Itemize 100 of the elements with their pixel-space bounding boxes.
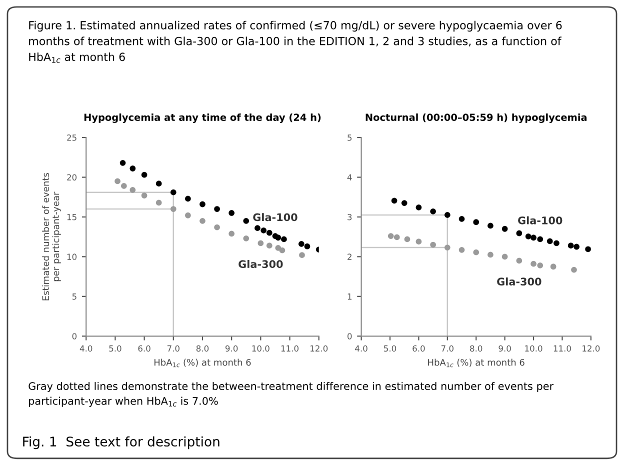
- point: [502, 226, 508, 232]
- point: [228, 210, 235, 216]
- point: [214, 206, 220, 212]
- point: [141, 172, 148, 178]
- point: [391, 198, 398, 204]
- y-tick-label: 5: [72, 294, 76, 300]
- x-tick-label: 11.0: [281, 345, 298, 352]
- y-axis-title: Estimated number of events per participant-year: [42, 172, 61, 300]
- point: [184, 212, 191, 218]
- point: [299, 252, 305, 258]
- point: [156, 200, 162, 206]
- x-tick-label: 8.0: [196, 345, 209, 352]
- point: [156, 180, 162, 187]
- point: [120, 160, 126, 166]
- point: [516, 258, 522, 264]
- series-label: Gla-100: [518, 216, 562, 224]
- point: [184, 196, 191, 202]
- y-tick-label: 4: [347, 174, 352, 180]
- point: [430, 208, 436, 214]
- x-tick-label: 9.0: [498, 345, 511, 352]
- x-tick-label: 6.0: [138, 345, 150, 352]
- x-tick-label: 5.0: [384, 345, 396, 352]
- point: [458, 246, 465, 253]
- point: [537, 262, 544, 268]
- x-tick-label: 8.0: [470, 345, 482, 352]
- point: [130, 166, 136, 172]
- point: [571, 266, 577, 273]
- point: [458, 216, 465, 222]
- point: [444, 244, 450, 250]
- caption: Figure 1. Estimated annualized rates of confirmed (≤70 mg/dL) or severe hypoglycaemia over 6 months of treatment with Gla-300 or Gla-100 in the EDITION 1, 2 and 3 studies, as a function of HbA$_{1c}$ at month 6: [29, 20, 562, 63]
- point: [537, 236, 544, 242]
- point: [141, 192, 148, 198]
- x-axis-title: HbA$_{1c}$ (%) at month 6: [154, 358, 251, 368]
- point: [394, 234, 400, 240]
- point: [243, 218, 250, 224]
- point: [258, 240, 264, 246]
- x-tick-label: 12.0: [310, 345, 328, 352]
- point: [516, 230, 522, 236]
- point: [304, 243, 310, 250]
- point: [530, 260, 536, 267]
- point: [554, 240, 560, 246]
- y-tick-label: 25: [67, 134, 76, 141]
- x-tick-label: 11.0: [554, 345, 571, 352]
- point: [502, 254, 508, 260]
- y-tick-label: 0: [72, 333, 77, 340]
- y-tick-label: 10: [67, 254, 77, 260]
- x-tick-label: 10.0: [252, 345, 270, 352]
- x-tick-label: 5.0: [109, 345, 122, 352]
- text: Gray dotted lines demonstrate the between-treatment difference in estimated number of events per participant-year when HbA$_{1c}$ is 7.0%: [28, 382, 554, 407]
- point: [416, 204, 422, 210]
- series-label: Gla-300: [497, 277, 542, 286]
- x-tick-label: 9.0: [225, 345, 238, 352]
- point: [530, 234, 536, 241]
- point: [200, 218, 206, 224]
- chart-title: Hypoglycemia at any time of the day (24 h): [84, 113, 321, 123]
- point: [401, 200, 408, 206]
- point: [254, 225, 260, 232]
- point: [585, 246, 591, 252]
- point: [266, 242, 272, 249]
- point: [275, 234, 282, 241]
- y-tick-label: 1: [348, 294, 352, 300]
- point: [228, 230, 235, 237]
- x-tick-label: 7.0: [441, 345, 454, 352]
- point: [260, 228, 267, 234]
- y-tick-label: 3: [348, 214, 352, 220]
- y-tick-label: 2: [348, 254, 352, 260]
- series-label: Gla-300: [238, 260, 283, 268]
- x-axis-title: HbA$_{1c}$ (%) at month 6: [428, 358, 524, 368]
- point: [266, 230, 272, 236]
- point: [404, 236, 410, 242]
- x-tick-label: 10.0: [525, 345, 542, 352]
- point: [444, 212, 450, 218]
- point: [170, 189, 176, 196]
- point: [550, 264, 556, 270]
- point: [574, 244, 580, 250]
- point: [430, 242, 436, 248]
- point: [214, 224, 220, 230]
- y-tick-label: 0: [348, 333, 352, 340]
- point: [170, 206, 176, 212]
- point: [275, 245, 282, 251]
- series-label: Gla-100: [253, 213, 298, 222]
- point: [130, 187, 136, 193]
- point: [281, 236, 287, 242]
- x-tick-label: 7.0: [167, 345, 180, 352]
- point: [525, 233, 532, 240]
- y-tick-label: 20: [67, 174, 77, 181]
- point: [473, 219, 480, 226]
- point: [488, 222, 494, 229]
- point: [388, 233, 394, 239]
- point: [114, 178, 120, 184]
- point: [298, 241, 304, 247]
- point: [120, 183, 127, 189]
- caption: Fig. 1 See text for description: [23, 436, 220, 450]
- point: [416, 238, 422, 245]
- x-tick-label: 4.0: [355, 345, 368, 352]
- point: [568, 242, 574, 249]
- point: [488, 252, 494, 258]
- point: [546, 238, 553, 244]
- x-tick-label: 6.0: [412, 345, 425, 352]
- y-tick-label: 15: [67, 214, 76, 220]
